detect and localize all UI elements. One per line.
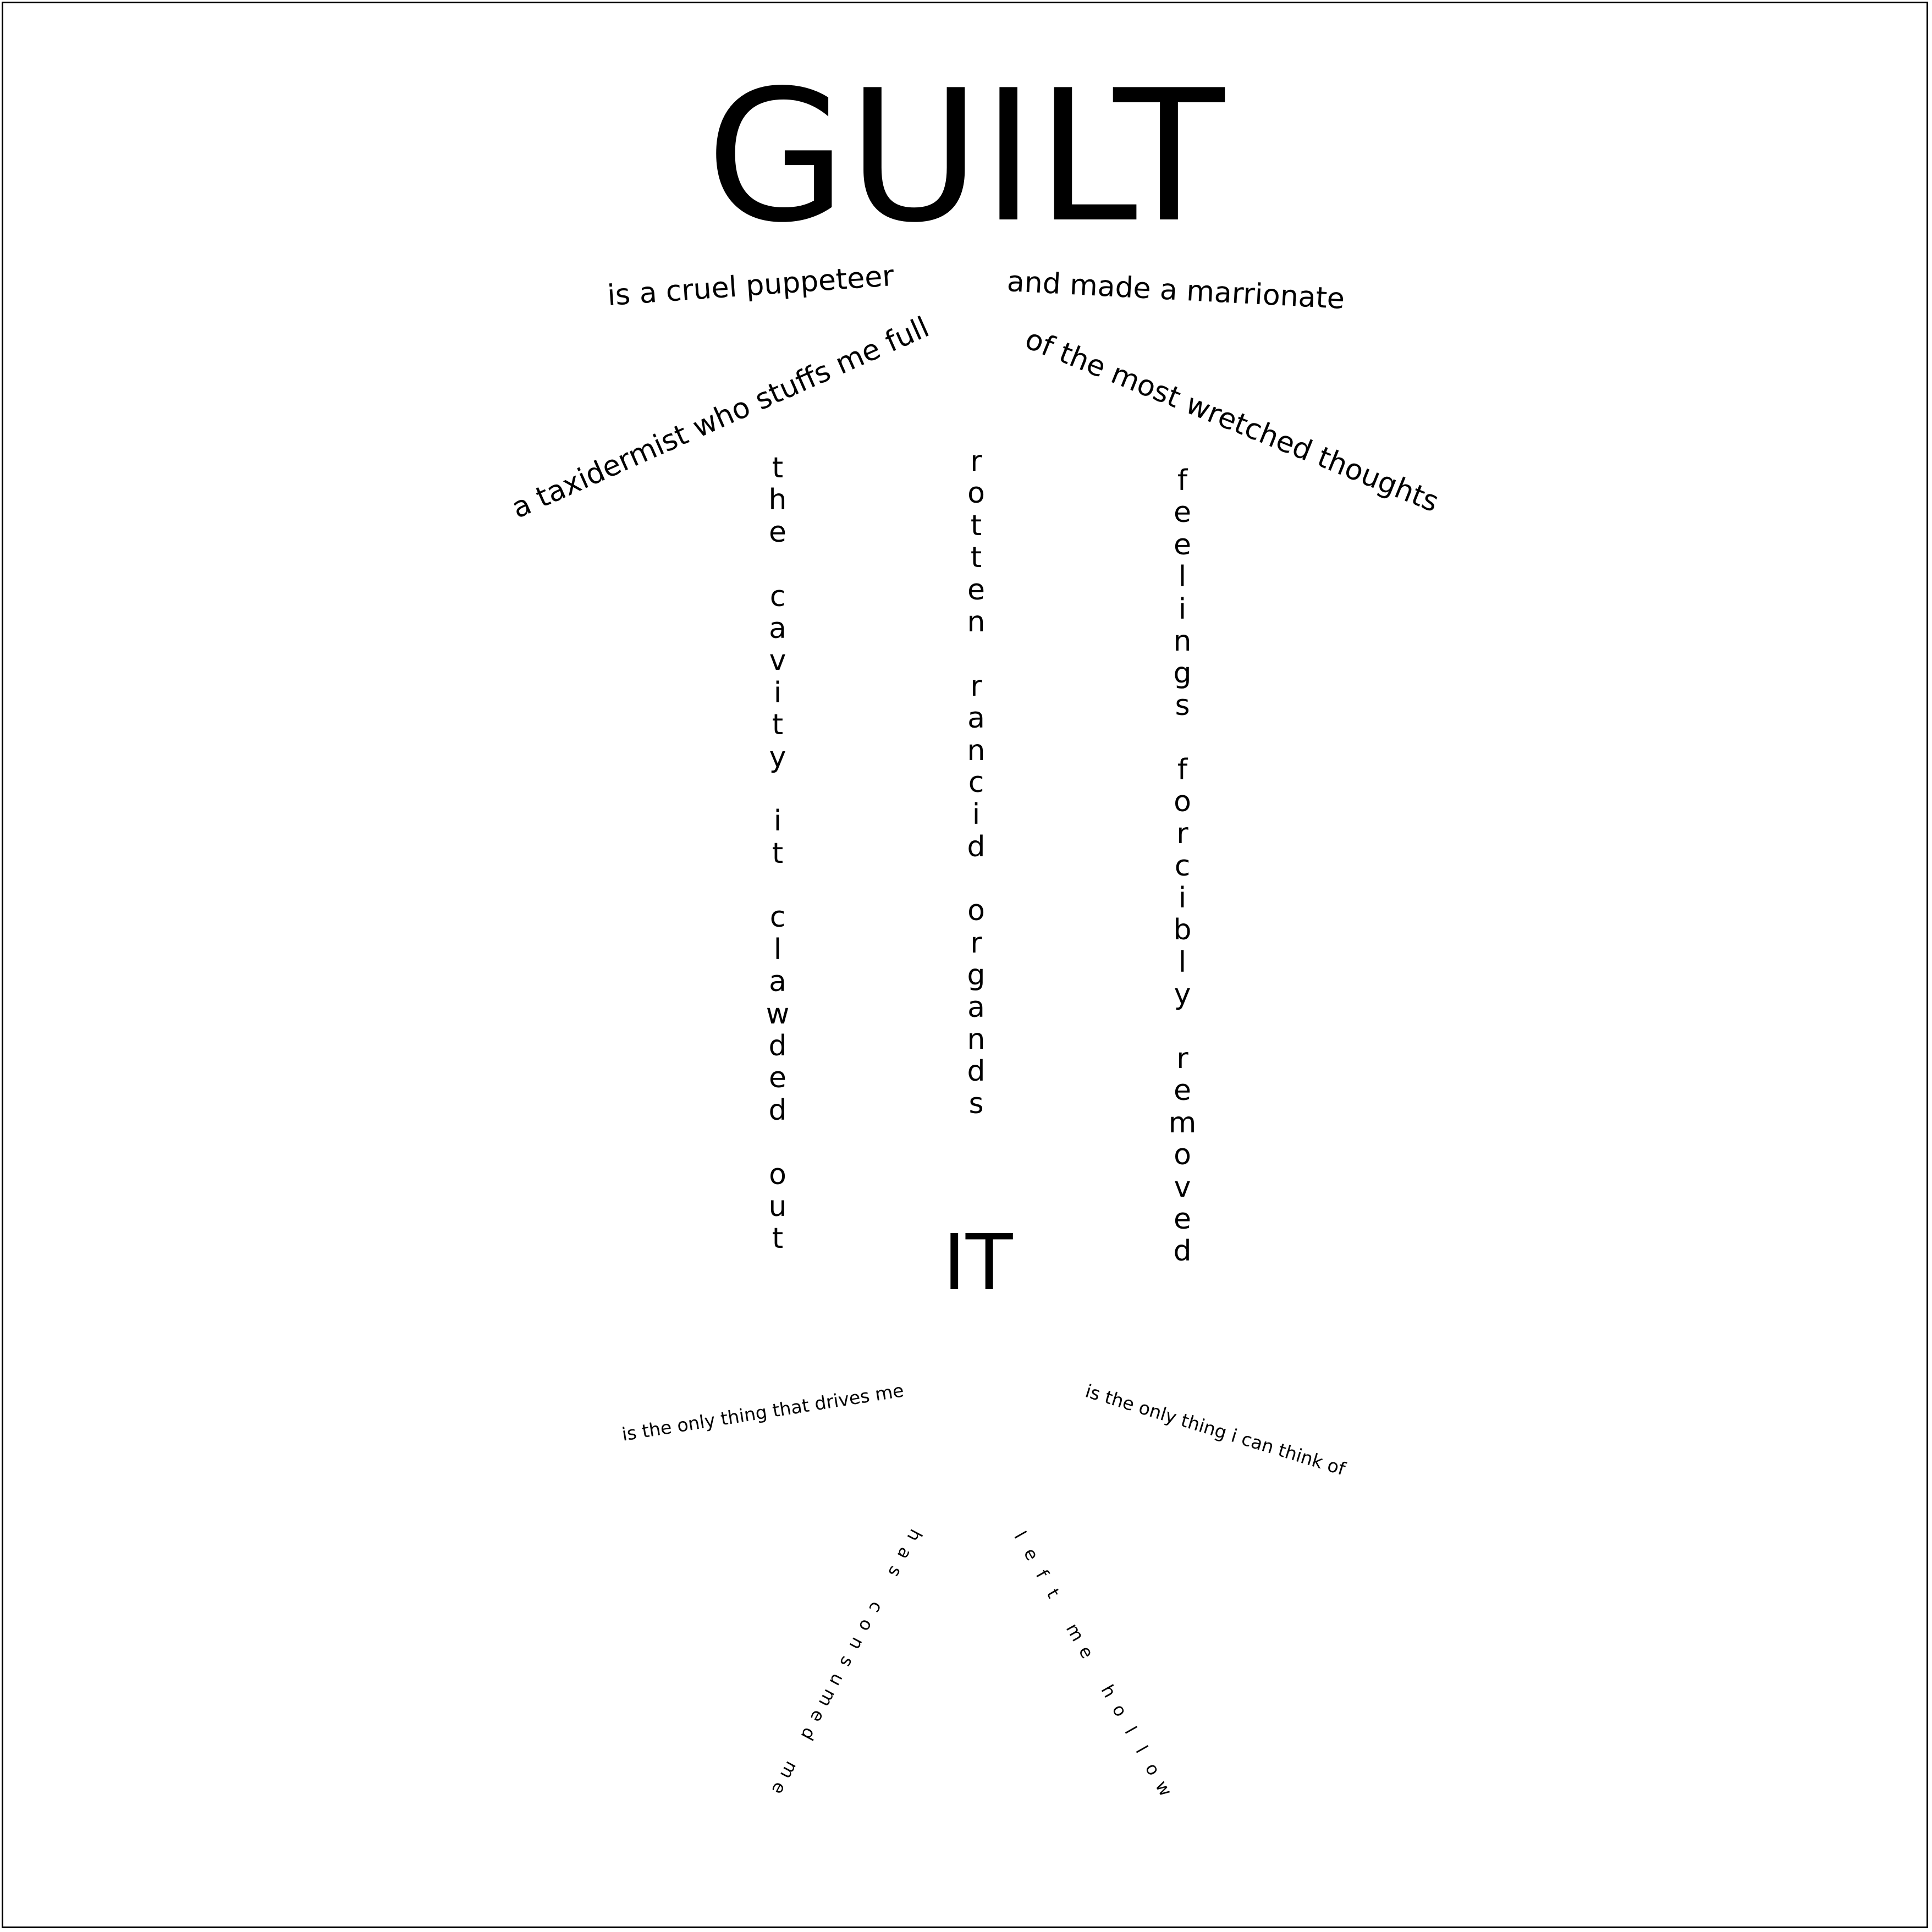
column-letter: r (1176, 1042, 1188, 1076)
column-letter: e (769, 1061, 786, 1095)
column-letter: y (1174, 978, 1191, 1011)
column-letter: i (1178, 592, 1187, 626)
column-letter: c (769, 901, 786, 934)
column-letter: i (773, 676, 782, 709)
column-letter: i (773, 805, 782, 838)
column-letter: w (766, 997, 790, 1031)
column-letter: o (967, 477, 985, 510)
column-letter: r (1176, 817, 1188, 851)
column-letter: e (1174, 1202, 1191, 1236)
column-letter: a (967, 990, 985, 1024)
column-gap (1166, 1011, 1199, 1043)
column-letter: n (1173, 624, 1192, 658)
column-letter: u (768, 1190, 787, 1223)
column-gap (761, 548, 794, 580)
column-letter: e (1174, 1074, 1191, 1108)
column-letter: b (1173, 913, 1192, 947)
column-letter: m (1168, 1106, 1197, 1140)
column-letter: i (972, 798, 981, 832)
column-letter: a (967, 702, 985, 735)
column-letter: a (769, 965, 786, 999)
column-letter: d (768, 1030, 787, 1063)
column-letter: o (1174, 1138, 1191, 1172)
column-letter: f (1177, 464, 1188, 497)
column-letter: d (967, 830, 986, 863)
column-letter: e (1174, 496, 1191, 530)
column-letter: r (970, 445, 982, 478)
column-letter: o (769, 1158, 786, 1191)
column-gap (960, 863, 993, 895)
column-letter: e (769, 515, 786, 549)
column-letter: v (769, 644, 786, 678)
column-letter: c (769, 580, 786, 613)
column-letter: o (1174, 785, 1191, 818)
column-letter: y (769, 740, 786, 774)
poem-title: GUILT (706, 51, 1226, 262)
column-letter: a (769, 612, 786, 645)
column-gap (1166, 722, 1199, 753)
column-letter: t (970, 509, 982, 542)
column-letter: c (968, 766, 984, 799)
column-letter: r (970, 669, 982, 703)
column-letter: t (772, 708, 784, 742)
column-letter: s (1175, 689, 1190, 722)
it-label: IT (943, 1218, 1013, 1308)
column-letter: d (768, 1093, 787, 1127)
column-letter: e (967, 573, 985, 607)
column-letter: v (1174, 1170, 1191, 1204)
column-letter: d (967, 1055, 986, 1088)
column-letter: s (968, 1087, 984, 1120)
column-gap (960, 638, 993, 670)
column-letter: d (1173, 1235, 1192, 1268)
column-letter: e (1174, 528, 1191, 562)
column-letter: i (1178, 882, 1187, 915)
column-letter: l (1178, 945, 1187, 979)
column-letter: t (970, 541, 982, 575)
column-letter: h (768, 483, 787, 517)
column-letter: n (967, 734, 986, 767)
column-letter: l (773, 933, 782, 966)
column-gap (761, 1126, 794, 1158)
column-letter: c (1174, 849, 1191, 883)
column-letter: f (1177, 753, 1188, 786)
column-gap (761, 773, 794, 805)
column-letter: t (772, 452, 784, 485)
column-letter: g (1173, 657, 1192, 690)
column-letter: n (967, 605, 986, 639)
column-letter: r (970, 926, 982, 960)
column-letter: l (1178, 560, 1187, 594)
column-gap (761, 869, 794, 901)
column-letter: t (772, 1222, 784, 1256)
column-letter: g (967, 959, 986, 992)
column-letter: o (967, 894, 985, 928)
column-letter: t (772, 836, 784, 870)
column-letter: n (967, 1023, 986, 1056)
